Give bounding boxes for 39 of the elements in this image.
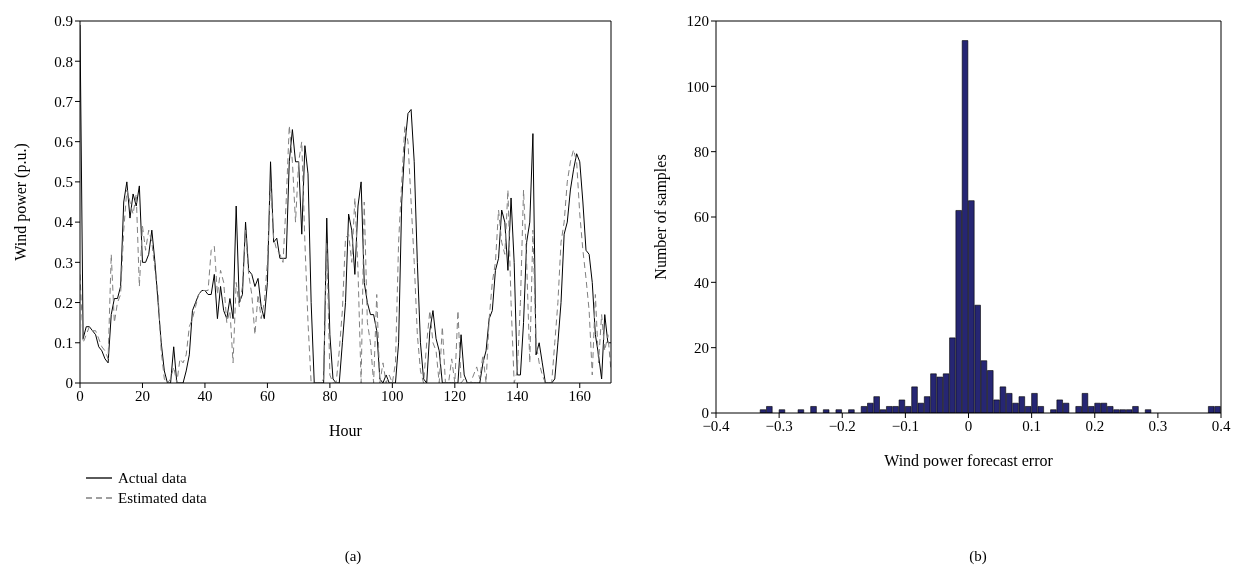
legend-label: Estimated data	[118, 489, 207, 508]
x-tick-label: 20	[134, 387, 150, 404]
x-tick-label: 0.3	[1148, 417, 1168, 434]
x-tick-label: 40	[197, 387, 213, 404]
y-tick-label: 0.6	[54, 133, 74, 150]
x-tick-label: 100	[381, 387, 404, 404]
x-tick-label: −0.3	[765, 417, 793, 434]
text: (a)	[343, 548, 363, 565]
y-tick-label: 120	[686, 13, 709, 30]
x-tick-label: 120	[443, 387, 467, 404]
x-tick-label: 0.1	[1022, 417, 1041, 434]
y-tick-label: 0.2	[54, 294, 73, 311]
x-axis-title: Hour	[329, 422, 363, 439]
y-tick-label: 0	[65, 375, 73, 392]
y-tick-label: 0.3	[54, 254, 73, 271]
y-tick-label: 100	[686, 78, 709, 95]
x-tick-label: 0	[964, 417, 973, 434]
y-tick-label: 80	[694, 143, 709, 160]
y-tick-label: 0.5	[54, 174, 73, 191]
x-tick-label: −0.1	[891, 417, 919, 434]
x-tick-label: 0.4	[1211, 417, 1231, 434]
x-tick-label: 140	[506, 387, 529, 404]
y-tick-label: 0.4	[54, 214, 74, 231]
x-tick-label: 80	[322, 387, 338, 404]
y-tick-label: 0.8	[54, 53, 73, 70]
y-tick-label: 0.7	[54, 93, 74, 110]
x-tick-label: 160	[568, 387, 592, 404]
y-tick-label: 60	[694, 209, 709, 226]
y-tick-label: 20	[694, 339, 709, 356]
y-tick-label: 0.1	[54, 335, 73, 352]
text: (b)	[968, 548, 988, 565]
x-tick-label: 0.2	[1085, 417, 1105, 434]
y-tick-label: 0.9	[54, 13, 73, 30]
y-tick-label: 40	[694, 274, 709, 291]
legend-label: Actual data	[118, 469, 187, 488]
x-tick-label: 60	[259, 387, 275, 404]
y-axis-title: Number of samples	[651, 154, 670, 280]
y-axis-title: Wind power (p.u.)	[11, 143, 30, 261]
x-tick-label: −0.2	[828, 417, 856, 434]
